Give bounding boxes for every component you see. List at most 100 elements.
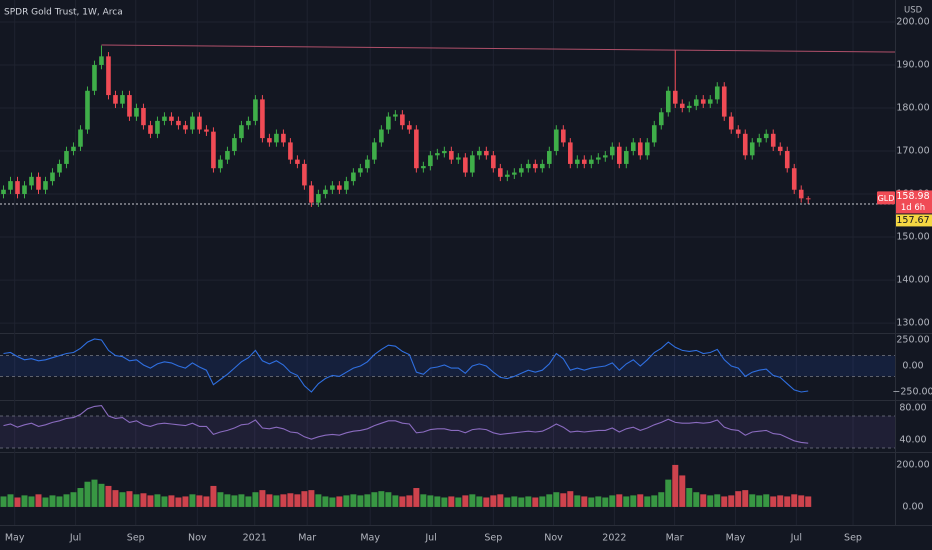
y-tick-label: 80.00 <box>899 403 926 414</box>
x-tick-label: May <box>726 533 746 544</box>
y-tick-label: 0.00 <box>902 501 923 512</box>
candle-body <box>134 107 139 117</box>
candle-body <box>721 86 727 117</box>
volume-bar <box>273 495 280 507</box>
candle-body <box>554 129 559 152</box>
volume-bar <box>189 494 196 507</box>
candle-body <box>805 198 811 200</box>
candle-body <box>8 181 13 190</box>
volume-bar <box>721 496 728 507</box>
candle-body <box>777 146 783 152</box>
y-tick-label: 40.00 <box>899 435 926 446</box>
volume-bar <box>735 491 742 507</box>
candle-body <box>575 159 580 164</box>
candle-body <box>463 157 468 173</box>
volume-bar <box>182 496 189 507</box>
volume-bar <box>112 490 119 507</box>
candle-body <box>232 138 237 152</box>
candle-body <box>43 181 48 190</box>
candle-body <box>71 146 76 152</box>
volume-bar <box>756 495 763 507</box>
volume-bar <box>42 497 49 507</box>
candle-body <box>644 142 650 156</box>
volume-bar <box>420 494 427 507</box>
volume-bar <box>84 481 91 507</box>
candle-body <box>756 138 762 143</box>
candle-body <box>428 155 433 167</box>
candle-body <box>239 125 244 139</box>
volume-bar <box>133 494 140 507</box>
volume-bar <box>728 495 735 507</box>
band-fill <box>0 416 895 448</box>
y-tick-label: 180.00 <box>896 102 929 113</box>
candle-body <box>190 116 195 130</box>
candle-body <box>197 116 202 130</box>
candle-body <box>714 86 720 100</box>
candle-body <box>204 129 209 132</box>
candle-body <box>330 185 335 190</box>
candle-body <box>344 181 349 190</box>
candle-body <box>400 114 405 126</box>
volume-bar <box>637 494 644 507</box>
volume-bar <box>693 492 700 507</box>
volume-bar <box>350 494 357 507</box>
volume-bar <box>588 497 595 507</box>
volume-bar <box>399 496 406 507</box>
volume-bar <box>336 496 343 507</box>
candle-body <box>57 163 62 173</box>
candle-body <box>693 99 699 106</box>
volume-bar <box>266 494 273 507</box>
volume-bar <box>469 494 476 507</box>
volume-bar <box>294 494 301 507</box>
x-tick-label: May <box>5 533 25 544</box>
candle-body <box>561 129 566 143</box>
volume-bar <box>35 494 42 507</box>
candle-body <box>85 90 90 130</box>
candle-body <box>50 172 55 182</box>
x-tick-label: Nov <box>188 533 207 544</box>
volume-bar <box>21 495 28 507</box>
candle-body <box>742 133 748 156</box>
y-tick-label: 130.00 <box>896 318 929 329</box>
volume-bar <box>301 491 308 507</box>
volume-bar <box>770 496 777 507</box>
volume-bar <box>287 493 294 507</box>
volume-bar <box>77 488 84 507</box>
x-tick-label: Jul <box>790 533 802 544</box>
x-tick-label: Nov <box>544 533 563 544</box>
volume-bar <box>147 495 154 507</box>
volume-bar <box>511 496 518 507</box>
volume-bar <box>168 495 175 507</box>
candle-body <box>260 99 265 139</box>
volume-bar <box>105 485 112 507</box>
price-line-box <box>896 214 932 227</box>
candle-body <box>295 159 300 164</box>
candle-body <box>169 116 174 121</box>
candle-body <box>679 103 685 108</box>
candle-body <box>78 129 83 147</box>
symbol-tag <box>877 191 895 205</box>
candle-body <box>630 142 636 152</box>
volume-bar <box>714 494 721 507</box>
candle-body <box>22 185 27 195</box>
candle-body <box>658 112 664 126</box>
candle-body <box>609 146 615 156</box>
y-tick-label: 200.00 <box>896 16 929 27</box>
candle-body <box>127 95 132 117</box>
volume-bar <box>630 495 637 507</box>
candle-body <box>484 151 489 156</box>
volume-bar <box>574 495 581 507</box>
candle-body <box>763 133 769 139</box>
candle-body <box>602 155 608 158</box>
candle-body <box>379 129 384 143</box>
volume-bar <box>140 493 147 507</box>
volume-bar <box>539 496 546 507</box>
candle-body <box>686 105 692 108</box>
candle-body <box>700 99 706 104</box>
candle-body <box>791 168 797 190</box>
volume-bar <box>749 494 756 507</box>
y-tick-label: 140.00 <box>896 275 929 286</box>
candle-body <box>162 116 167 121</box>
candle-body <box>477 151 482 156</box>
candle-body <box>749 142 755 156</box>
